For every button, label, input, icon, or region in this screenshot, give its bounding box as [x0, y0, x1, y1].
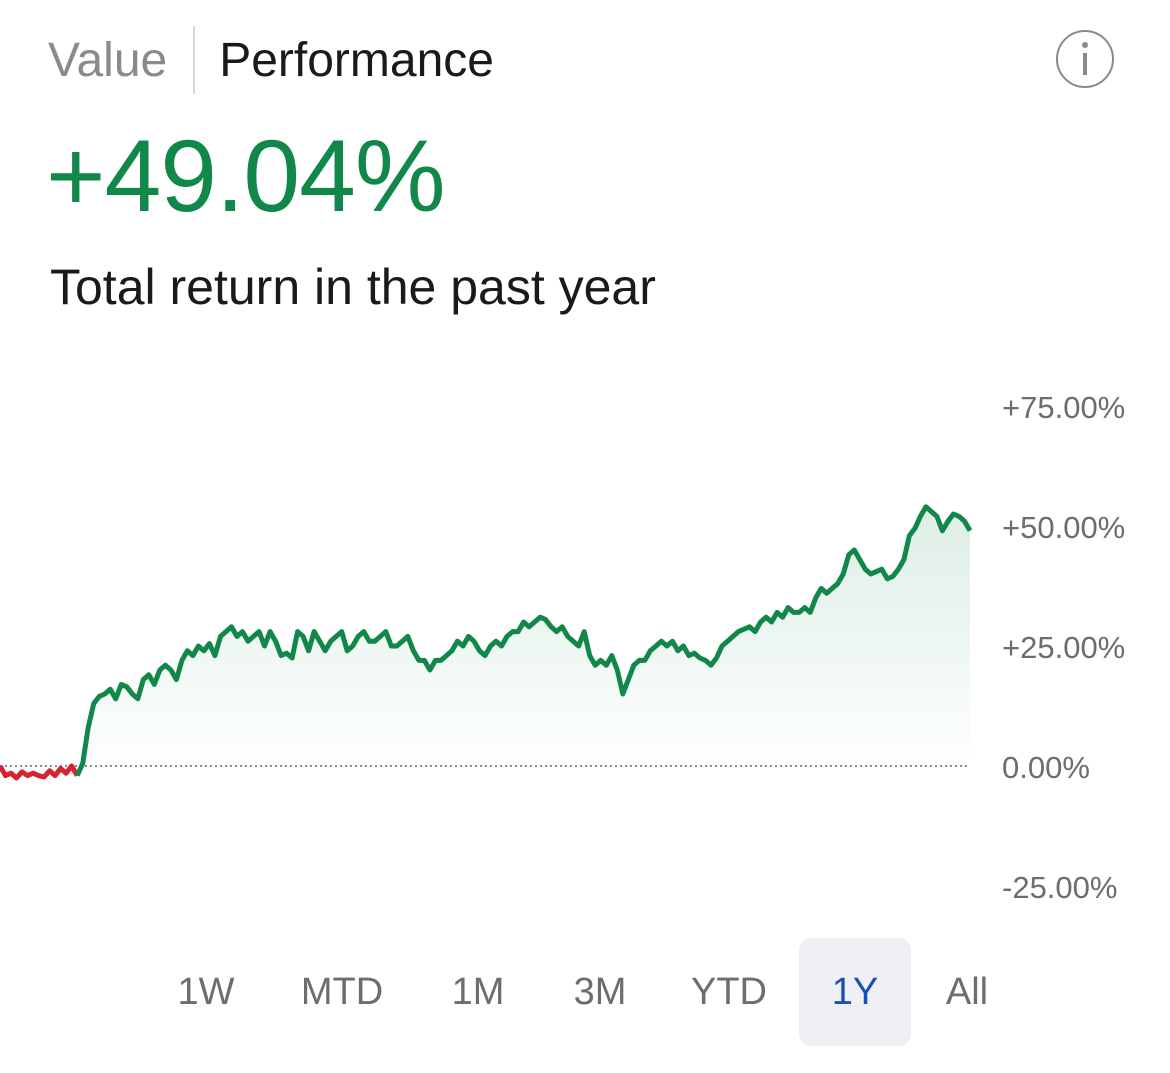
performance-chart: +75.00% +50.00% +25.00% 0.00% -25.00% — [0, 360, 1170, 925]
total-return-value: +49.04% — [46, 119, 446, 233]
tab-value[interactable]: Value — [48, 33, 168, 87]
time-range-selector: 1W MTD 1M 3M YTD 1Y All — [0, 938, 1170, 1046]
range-option-ytd[interactable]: YTD — [691, 970, 767, 1013]
range-option-1y[interactable]: 1Y — [799, 938, 911, 1046]
info-icon — [1082, 42, 1088, 75]
range-option-3m[interactable]: 3M — [573, 970, 627, 1013]
range-option-1m[interactable]: 1M — [451, 970, 505, 1013]
tab-performance[interactable]: Performance — [219, 33, 494, 87]
range-option-1w[interactable]: 1W — [177, 970, 235, 1013]
range-option-mtd[interactable]: MTD — [300, 970, 384, 1013]
view-tabs: Value Performance — [48, 24, 494, 96]
y-tick-label: +50.00% — [1002, 510, 1125, 545]
info-button[interactable] — [1056, 30, 1114, 88]
total-return-label: Total return in the past year — [50, 259, 656, 315]
chart-area-fill — [77, 506, 970, 776]
y-tick-label: +75.00% — [1002, 390, 1125, 425]
y-tick-label: 0.00% — [1002, 750, 1090, 785]
series-line-negative — [0, 763, 80, 781]
y-tick-label: +25.00% — [1002, 630, 1125, 665]
series-line-positive — [74, 504, 973, 777]
range-option-all[interactable]: All — [945, 970, 989, 1013]
tab-divider — [193, 26, 196, 94]
chart-svg: +75.00% +50.00% +25.00% 0.00% -25.00% — [0, 390, 1125, 905]
y-tick-label: -25.00% — [1002, 870, 1117, 905]
